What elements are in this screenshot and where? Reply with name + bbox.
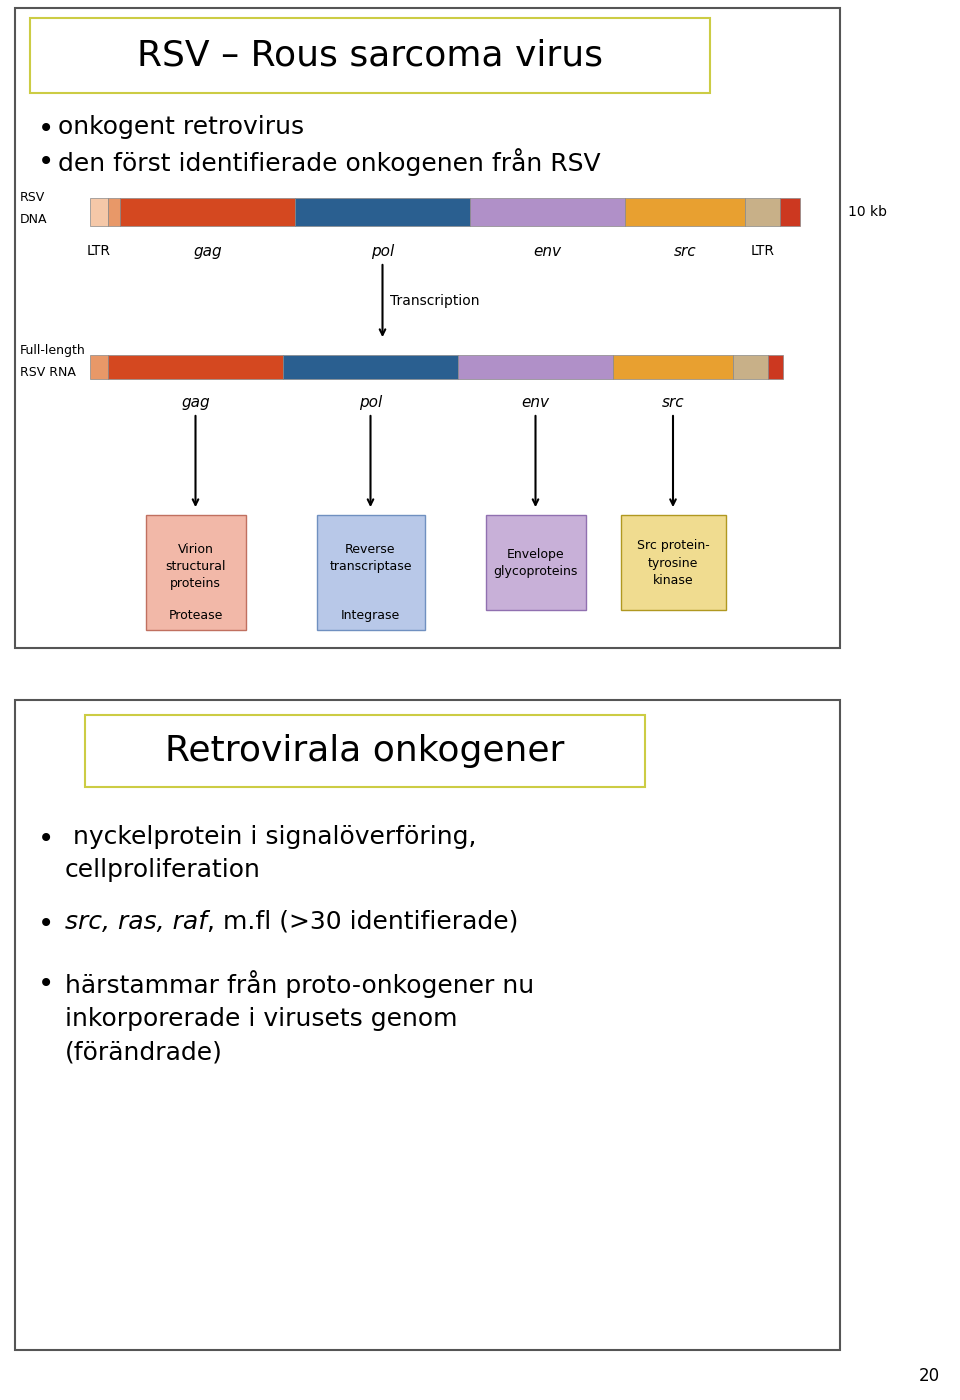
Text: •: • [38,910,55,938]
Bar [458,356,613,379]
Bar [625,197,745,225]
Text: pol: pol [371,244,395,259]
Bar [470,197,625,225]
Bar [317,515,424,630]
Text: src, ras, raf: src, ras, raf [65,910,207,934]
Text: RSV – Rous sarcoma virus: RSV – Rous sarcoma virus [137,38,603,73]
Text: src: src [661,395,684,410]
Text: onkogent retrovirus: onkogent retrovirus [58,115,304,139]
Bar [15,700,840,1350]
Text: pol: pol [359,395,382,410]
Text: Virion
structural
proteins: Virion structural proteins [165,543,226,589]
Text: env: env [534,244,562,259]
Bar [283,356,458,379]
Text: DNA: DNA [20,213,47,225]
Text: Retrovirala onkogener: Retrovirala onkogener [165,734,564,769]
Text: gag: gag [193,244,222,259]
Text: Protease: Protease [168,609,223,622]
Bar [613,356,733,379]
Bar [486,515,586,610]
Text: Full-length: Full-length [20,344,85,357]
Text: , m.fl (>30 identifierade): , m.fl (>30 identifierade) [207,910,518,934]
Text: den först identifierade onkogenen från RSV: den först identifierade onkogenen från R… [58,148,601,176]
Bar [15,8,840,648]
Bar [780,197,800,225]
Text: RSV: RSV [20,190,45,204]
Text: RSV RNA: RSV RNA [20,365,76,379]
Text: •: • [38,148,55,176]
Text: Transcription: Transcription [391,294,480,308]
Bar [85,715,645,787]
Text: gag: gag [181,395,210,410]
Bar [768,356,783,379]
Text: Reverse
transcriptase: Reverse transcriptase [329,543,412,573]
Text: Integrase: Integrase [341,609,400,622]
Bar [108,197,120,225]
Text: •: • [38,115,55,143]
Bar [120,197,295,225]
Bar [295,197,470,225]
Bar [90,356,108,379]
Bar [90,197,108,225]
Text: nyckelprotein i signalöverföring,
cellproliferation: nyckelprotein i signalöverföring, cellpr… [65,825,476,882]
Text: •: • [38,825,55,853]
Text: •: • [38,970,55,998]
Text: Envelope
glycoproteins: Envelope glycoproteins [493,547,578,578]
Text: src: src [674,244,696,259]
Text: env: env [521,395,549,410]
Bar [620,515,726,610]
Text: härstammar från proto-onkogener nu
inkorporerade i virusets genom
(förändrade): härstammar från proto-onkogener nu inkor… [65,970,534,1065]
Text: LTR: LTR [751,244,775,258]
Text: LTR: LTR [87,244,111,258]
Text: 10 kb: 10 kb [848,204,887,218]
Bar [108,356,283,379]
Bar [30,18,710,92]
Text: 20: 20 [919,1366,940,1385]
Bar [745,197,780,225]
Text: Src protein-
tyrosine
kinase: Src protein- tyrosine kinase [636,539,709,587]
Bar [146,515,246,630]
Bar [733,356,768,379]
